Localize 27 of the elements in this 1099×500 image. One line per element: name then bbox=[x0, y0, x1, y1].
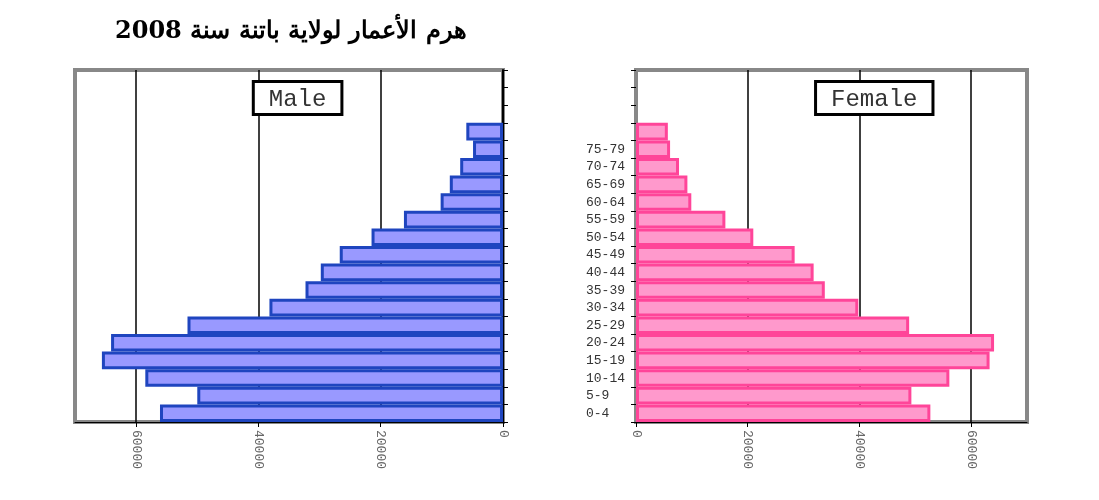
y-tick-label: 20-24 bbox=[586, 335, 626, 351]
y-tick-label: 25-29 bbox=[586, 317, 626, 333]
y-tick-label: 5-9 bbox=[586, 388, 610, 404]
x-tick-label: 60000 bbox=[128, 430, 144, 470]
y-tick-label: 50-54 bbox=[586, 229, 626, 245]
y-tick-label: 30-34 bbox=[586, 300, 626, 316]
chart-title: هرم الأعمار لولاية باتنة سنة 2008 bbox=[115, 12, 467, 45]
y-tick-label: 65-69 bbox=[586, 176, 626, 192]
x-tick-label: 20000 bbox=[740, 430, 756, 470]
x-tick-label: 40000 bbox=[250, 430, 266, 470]
y-tick-label: 40-44 bbox=[586, 264, 626, 280]
y-tick-label: 10-14 bbox=[586, 370, 626, 386]
annotation: Female bbox=[831, 85, 918, 113]
y-tick-label: 60-64 bbox=[586, 194, 626, 210]
annotation: Male bbox=[268, 85, 327, 113]
y-tick-label: 75-79 bbox=[586, 141, 626, 157]
x-tick-label: 60000 bbox=[963, 430, 979, 470]
y-tick-label: 15-19 bbox=[586, 352, 626, 368]
y-tick-label: 55-59 bbox=[586, 212, 626, 228]
y-tick-label: 0-4 bbox=[586, 405, 610, 421]
y-tick-label: 45-49 bbox=[586, 247, 626, 263]
x-tick-label: 0 bbox=[628, 430, 644, 438]
y-tick-label: 35-39 bbox=[586, 282, 626, 298]
x-tick-label: 40000 bbox=[851, 430, 867, 470]
x-tick-label: 0 bbox=[495, 430, 511, 438]
y-tick-label: 70-74 bbox=[586, 159, 626, 175]
x-tick-label: 20000 bbox=[373, 430, 389, 470]
